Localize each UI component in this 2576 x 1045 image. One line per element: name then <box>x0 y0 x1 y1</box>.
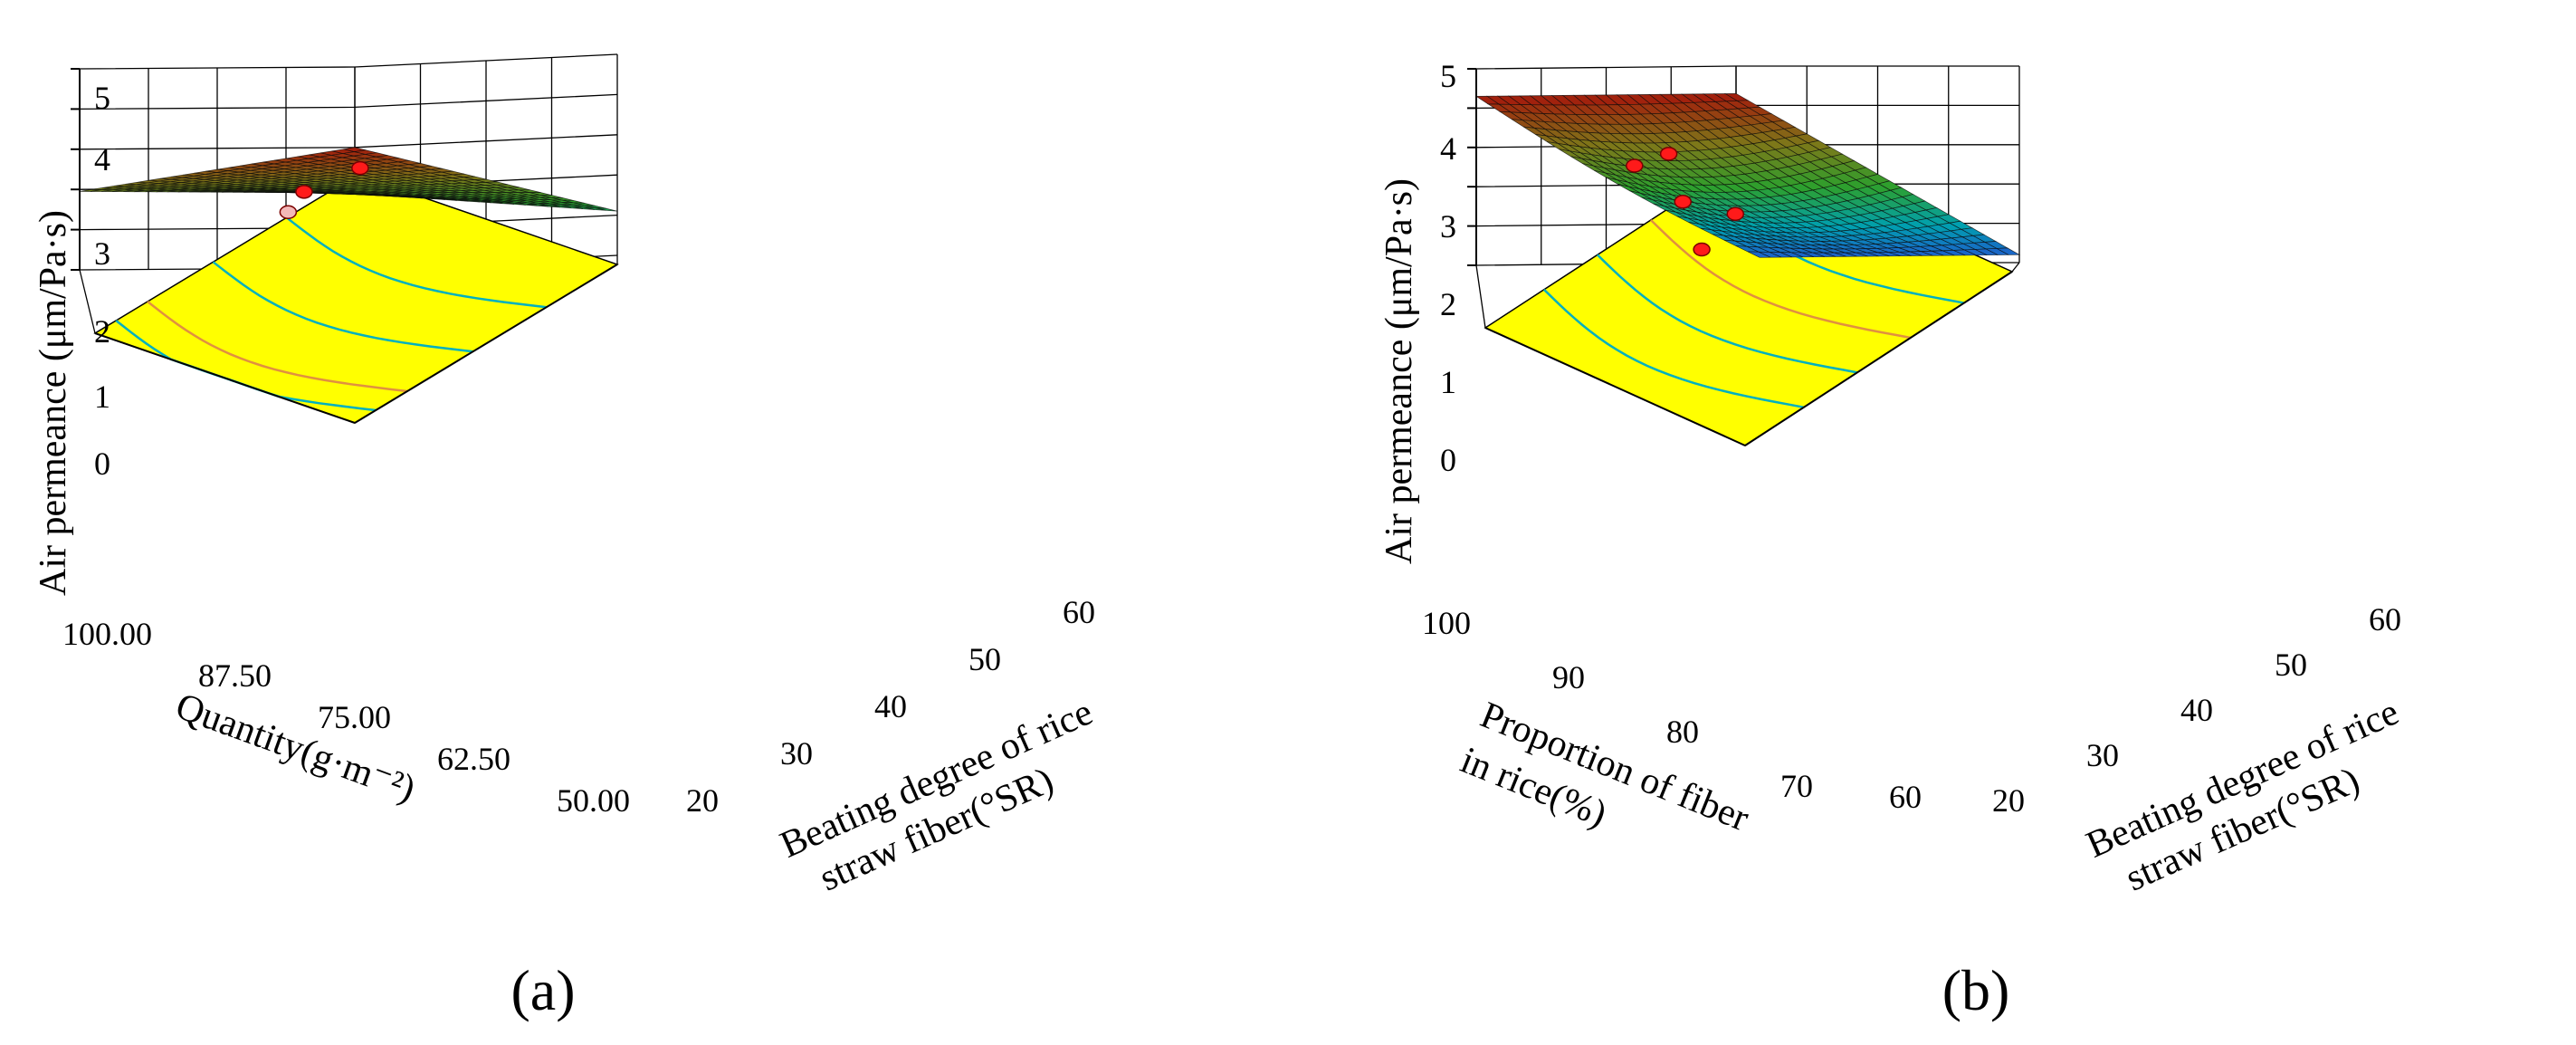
surface-b <box>1474 93 2021 258</box>
z-tick-label: 0 <box>1440 442 1456 478</box>
surface-patch <box>330 192 354 195</box>
left-axis-ticks-a: 100.00 87.50 75.00 62.50 50.00 <box>62 616 630 819</box>
grid-line <box>1475 65 2019 70</box>
left-tick-label: 100.00 <box>62 616 152 652</box>
z-tick-label: 2 <box>94 313 110 350</box>
right-tick-label: 30 <box>2086 737 2119 773</box>
left-tick-label: 90 <box>1552 659 1585 695</box>
chart-panel-b: 0 1 2 3 4 5 Air permeance (μm/Pa·s) 100 … <box>1288 0 2576 1045</box>
panel-label-a: (a) <box>510 958 575 1022</box>
z-tick-label: 3 <box>1440 208 1456 244</box>
data-points-a <box>279 160 369 219</box>
right-tick-label: 60 <box>1063 594 1095 630</box>
left-tick-label: 70 <box>1780 768 1813 804</box>
data-points-b <box>1626 147 1745 257</box>
left-tick-label: 80 <box>1666 714 1699 750</box>
axis-lines-b <box>1467 68 2013 446</box>
design-point <box>351 160 369 176</box>
contour-line <box>1597 254 1858 374</box>
right-tick-label: 20 <box>1992 782 2025 819</box>
left-axis-ticks-b: 100 90 80 70 60 <box>1422 605 1922 815</box>
surface-a <box>79 147 618 212</box>
z-tick-label: 4 <box>1440 130 1456 167</box>
grid-line <box>79 53 618 70</box>
contour-line <box>1543 288 1805 409</box>
chart-panel-a: 0 1 2 3 4 5 Air permeance (μm/Pa·s) 100.… <box>33 53 1099 1022</box>
left-tick-label: 75.00 <box>318 699 391 735</box>
design-point <box>295 185 313 199</box>
design-point <box>1726 206 1745 221</box>
surface-plot-a: 0 1 2 3 4 5 Air permeance (μm/Pa·s) 100.… <box>33 53 1099 1022</box>
z-tick-label: 5 <box>1440 58 1456 94</box>
floor-a <box>93 174 619 424</box>
z-tick-label: 3 <box>94 235 110 272</box>
right-tick-label: 20 <box>686 782 719 819</box>
z-axis-label-a: Air permeance (μm/Pa·s) <box>33 210 74 596</box>
surface-patch <box>1747 251 1771 258</box>
right-tick-label: 50 <box>2275 647 2307 683</box>
grid-line <box>79 134 618 150</box>
left-tick-label: 87.50 <box>198 657 272 694</box>
z-tick-label: 2 <box>1440 286 1456 322</box>
contour-line <box>285 216 547 309</box>
grid-line <box>2011 262 2020 273</box>
contour-line <box>1650 219 1912 340</box>
contour-line <box>147 301 408 393</box>
left-axis-line <box>1484 327 1746 446</box>
right-axis-line <box>354 264 618 424</box>
left-tick-label: 62.50 <box>437 741 510 777</box>
design-point <box>279 205 298 219</box>
right-tick-label: 40 <box>2180 692 2213 728</box>
design-point <box>1659 147 1678 161</box>
z-tick-label: 5 <box>94 80 110 116</box>
surface-plot-b: 0 1 2 3 4 5 Air permeance (μm/Pa·s) 100 … <box>1379 58 2405 1022</box>
grid-line <box>79 269 96 334</box>
design-point <box>1626 158 1644 173</box>
grid-line <box>79 93 618 110</box>
left-tick-label: 60 <box>1889 779 1922 815</box>
right-axis-ticks-a: 20 30 40 50 60 <box>686 594 1095 819</box>
left-axis-line <box>94 332 356 424</box>
grid-line <box>1475 264 1486 329</box>
right-tick-label: 50 <box>968 641 1001 677</box>
left-tick-label: 50.00 <box>557 782 630 819</box>
design-point <box>1674 195 1692 209</box>
panel-label-b: (b) <box>1942 958 2010 1022</box>
design-point <box>1693 242 1711 257</box>
z-tick-label: 4 <box>94 141 110 177</box>
right-axis-line <box>1744 271 2013 446</box>
z-tick-label: 1 <box>94 379 110 415</box>
z-axis-label-b: Air permeance (μm/Pa·s) <box>1379 178 1420 564</box>
z-tick-label: 1 <box>1440 364 1456 400</box>
axis-lines-a <box>71 68 618 424</box>
left-tick-label: 100 <box>1422 605 1471 641</box>
right-tick-label: 60 <box>2369 601 2401 638</box>
right-tick-label: 40 <box>874 688 907 724</box>
z-ticks-b: 0 1 2 3 4 5 <box>1440 58 1456 478</box>
z-tick-label: 0 <box>94 446 110 482</box>
contour-line <box>212 261 473 353</box>
right-axis-ticks-b: 20 30 40 50 60 <box>1992 601 2401 819</box>
z-ticks-a: 0 1 2 3 4 5 <box>94 80 110 482</box>
right-tick-label: 30 <box>780 735 813 772</box>
